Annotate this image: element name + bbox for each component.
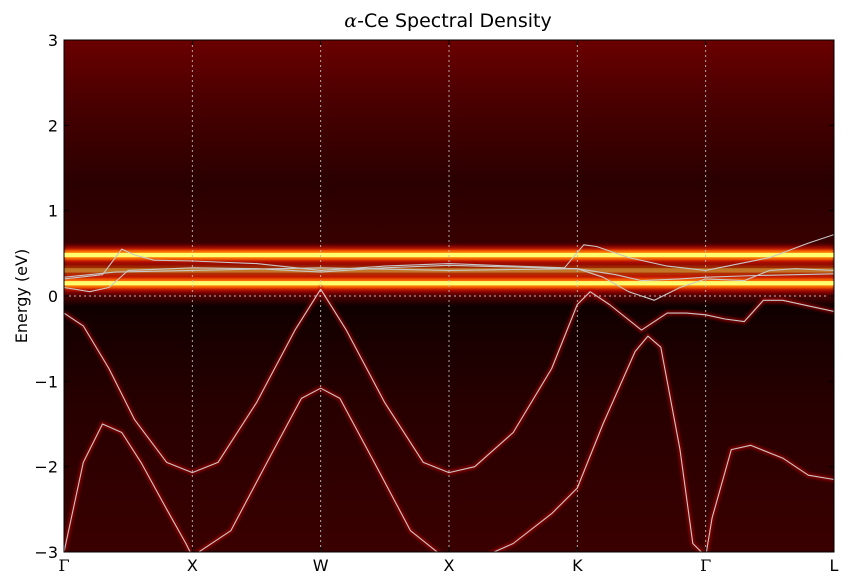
band-line-1 <box>64 335 703 552</box>
y-tick-label: −3 <box>34 543 58 562</box>
x-tick-label: K <box>572 556 583 575</box>
plot-area <box>64 40 834 552</box>
band-line-5 <box>64 264 834 301</box>
band-line-2 <box>64 288 834 474</box>
grid-lines <box>64 40 834 552</box>
band-line-6 <box>64 267 834 282</box>
x-tick-label: X <box>444 556 455 575</box>
title-symbol: α <box>344 10 357 32</box>
chart-title: α-Ce Spectral Density <box>344 10 551 32</box>
y-tick-label: 2 <box>48 116 58 135</box>
y-tick-label: −2 <box>34 458 58 477</box>
x-tick-label: L <box>830 556 839 575</box>
x-tick-label: Γ <box>700 556 711 575</box>
y-axis-label: Energy (eV) <box>12 249 31 343</box>
x-tick-label: Γ <box>58 556 69 575</box>
y-tick-label: 0 <box>48 287 58 306</box>
band-core <box>64 281 834 286</box>
y-axis-ticks: −3 −2 −1 0 1 2 3 <box>34 31 834 562</box>
y-tick-label: 3 <box>48 31 58 50</box>
x-tick-label: X <box>187 556 198 575</box>
title-text: -Ce Spectral Density <box>357 10 552 32</box>
band-line-3 <box>705 444 834 552</box>
x-tick-label: W <box>313 556 329 575</box>
dft-band-lines <box>64 234 834 552</box>
y-tick-label: 1 <box>48 202 58 221</box>
band-line-4 <box>64 234 834 280</box>
y-tick-label: −1 <box>34 372 58 391</box>
